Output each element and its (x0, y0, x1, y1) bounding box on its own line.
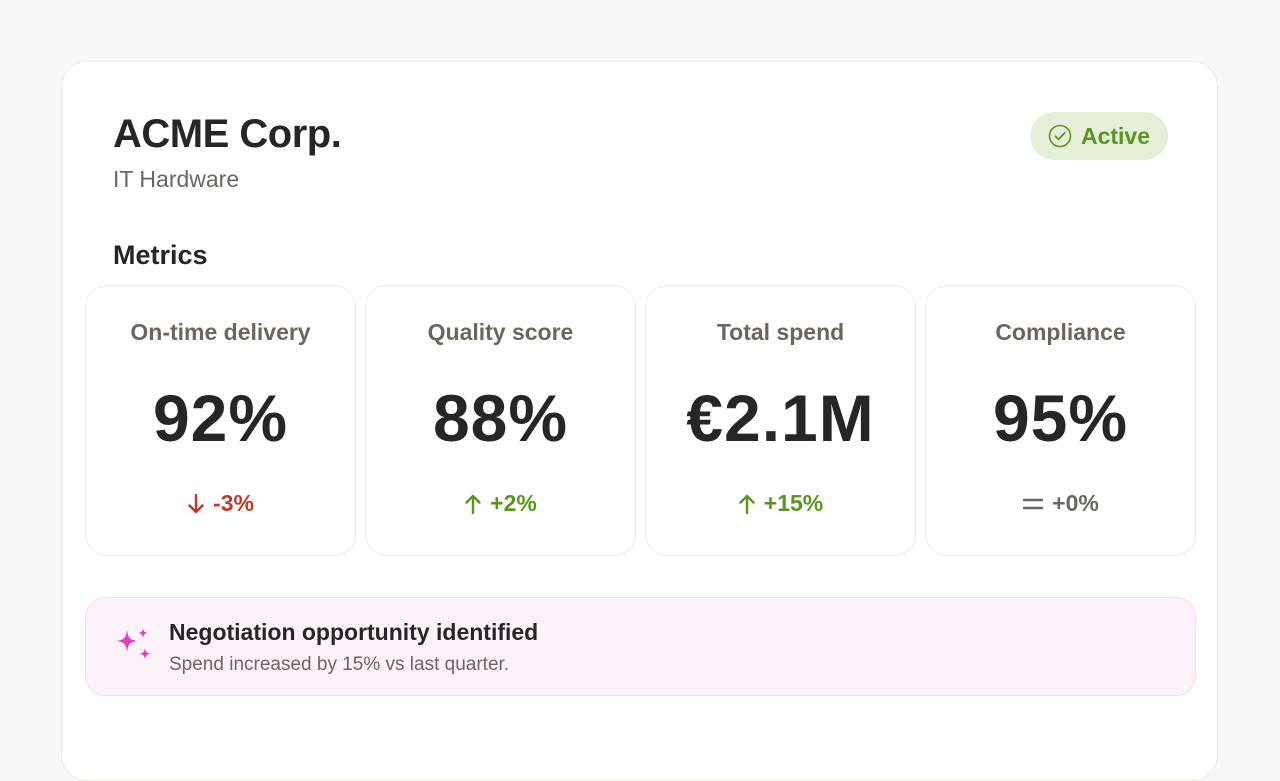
insight-text: Spend increased by 15% vs last quarter. (169, 654, 510, 675)
metric-label: Total spend (716, 319, 845, 345)
insight-banner: Negotiation opportunity identified Spend… (85, 597, 1196, 696)
metric-label: Quality score (427, 319, 574, 345)
metric-card-total-spend: Total spend €2.1M +15% (645, 285, 916, 556)
sparkle-icon (112, 626, 154, 668)
equals-icon (1022, 493, 1044, 515)
status-label: Active (1080, 122, 1151, 149)
arrow-down-icon (187, 493, 205, 515)
supplier-category: IT Hardware (113, 166, 240, 192)
metric-card-quality-score: Quality score 88% +2% (365, 285, 636, 556)
metric-card-compliance: Compliance 95% +0% (925, 285, 1196, 556)
metrics-section-title: Metrics (113, 240, 208, 270)
metric-value: 95% (992, 381, 1129, 455)
metric-change: -3% (86, 490, 355, 517)
arrow-up-icon (464, 493, 482, 515)
metric-change-value: +15% (763, 490, 824, 516)
status-badge: Active (1030, 112, 1168, 160)
metric-change-value: -3% (213, 490, 254, 516)
metric-change: +0% (926, 490, 1195, 517)
metric-value: 92% (152, 381, 289, 455)
metric-card-on-time-delivery: On-time delivery 92% -3% (85, 285, 356, 556)
arrow-up-icon (738, 493, 756, 515)
metric-change-value: +2% (490, 490, 537, 516)
metric-label: Compliance (995, 319, 1126, 345)
metric-value: €2.1M (686, 381, 875, 455)
check-circle-icon (1048, 124, 1072, 148)
metric-change: +2% (366, 490, 635, 517)
metric-value: 88% (432, 381, 569, 455)
metric-change: +15% (646, 490, 915, 517)
metric-change-value: +0% (1052, 490, 1099, 516)
supplier-name: ACME Corp. (113, 112, 342, 156)
metrics-grid: On-time delivery 92% -3% Quality score 8… (85, 285, 1196, 556)
supplier-card: ACME Corp. IT Hardware Active Metrics On… (61, 61, 1218, 781)
insight-title: Negotiation opportunity identified (169, 619, 539, 645)
metric-label: On-time delivery (130, 319, 311, 345)
